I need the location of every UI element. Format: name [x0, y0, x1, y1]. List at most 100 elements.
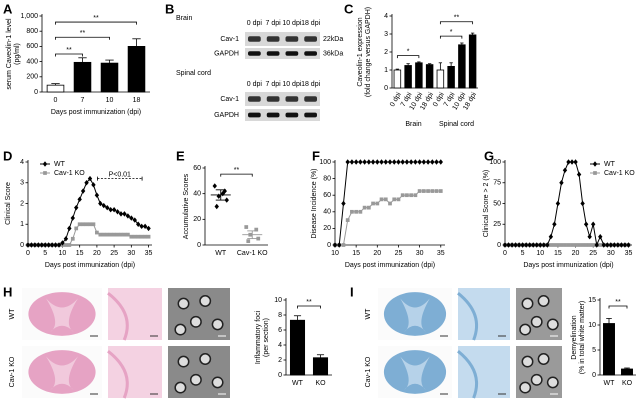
data-point [626, 242, 631, 248]
x-tick-label: WT [604, 380, 616, 387]
blot-row-label: GAPDH [214, 112, 239, 119]
blot-band [266, 51, 280, 56]
lane-label: 7 dpi [266, 81, 282, 88]
y-tick-label: 3 [20, 180, 24, 187]
data-point [541, 242, 547, 248]
significance-bracket [439, 35, 463, 39]
data-point [246, 239, 251, 244]
y-tick-label: 2 [20, 200, 24, 207]
data-point [49, 242, 55, 248]
data-point [366, 205, 371, 210]
lane-label: 0 dpi [247, 20, 263, 27]
data-point [383, 197, 388, 202]
data-point [594, 242, 599, 248]
x-tick-label: 0 [503, 250, 507, 257]
data-point [244, 225, 249, 229]
data-point [392, 159, 397, 165]
data-point [81, 222, 85, 227]
panel-letter: H [3, 284, 12, 299]
group-label: Spinal cord [439, 121, 474, 128]
significance-bracket [297, 305, 321, 309]
data-point [417, 159, 422, 165]
data-point [358, 159, 363, 165]
data-point [224, 197, 229, 203]
y-tick-label: 4 [20, 159, 24, 166]
bar [621, 368, 633, 376]
data-point [506, 242, 511, 248]
blot-band [304, 36, 317, 42]
y-axis-label: Inflammatory foci [255, 310, 262, 364]
series-line [335, 190, 441, 246]
axon [521, 297, 534, 310]
data-point [413, 159, 418, 165]
data-point [502, 242, 508, 248]
data-point [353, 159, 359, 165]
data-point [254, 227, 259, 232]
x-tick-label: 0 [26, 250, 30, 257]
panel-letter: C [344, 1, 354, 16]
y-axis-label: (% in total white matter) [579, 301, 586, 375]
data-point [129, 234, 134, 239]
significance-bracket [608, 305, 628, 309]
data-point [587, 234, 592, 240]
data-point [590, 221, 596, 227]
x-tick-label: 25 [110, 250, 118, 257]
y-tick-label: 800 [26, 28, 38, 35]
row-label: WT [9, 308, 16, 320]
axon [211, 318, 224, 331]
bar [73, 61, 92, 93]
bar [312, 357, 329, 376]
panel-letter: I [350, 284, 354, 299]
y-axis-label: Accumulative Scores [183, 173, 190, 239]
data-point [220, 190, 225, 197]
data-point [36, 242, 41, 248]
legend-marker [593, 171, 597, 175]
bar [289, 319, 306, 376]
data-point [566, 159, 571, 165]
x-tick-label: 10 [106, 97, 114, 104]
bar [447, 66, 455, 89]
data-point [98, 200, 103, 207]
y-tick-label: 10 [274, 297, 282, 304]
axon [177, 297, 190, 310]
x-tick-label: 30 [416, 250, 424, 257]
y-tick-label: 60 [323, 192, 331, 199]
data-point [105, 204, 110, 211]
data-point [349, 159, 355, 165]
data-point [426, 189, 430, 193]
data-point [70, 215, 75, 221]
blot-background [245, 92, 320, 106]
x-tick-label: 10 [331, 250, 339, 257]
data-point [580, 243, 585, 247]
data-point [146, 225, 151, 232]
y-axis-label: (pg/ml) [14, 43, 21, 65]
axon [519, 381, 532, 394]
axon [177, 355, 190, 368]
data-point [383, 159, 388, 165]
data-point [94, 192, 100, 198]
data-point [143, 234, 147, 239]
data-point [375, 201, 380, 206]
axon [199, 295, 212, 307]
legend-marker [42, 161, 48, 167]
data-point [53, 242, 58, 248]
data-point [622, 242, 628, 248]
x-tick-label: 35 [145, 250, 153, 257]
axon [521, 355, 534, 368]
y-tick-label: 400 [26, 58, 38, 65]
axon [530, 373, 543, 386]
data-point [417, 189, 422, 193]
data-point [118, 211, 124, 217]
data-point [379, 197, 384, 202]
data-point [520, 242, 525, 248]
data-point [409, 193, 414, 198]
y-axis-label: Clinical Score > 2 (%) [483, 170, 490, 238]
y-tick-label: 1 [384, 67, 388, 74]
y-axis-label: Clinical Score [5, 182, 12, 225]
y-tick-label: 0 [20, 242, 24, 249]
y-tick-label: 1 [20, 221, 24, 228]
data-point [559, 243, 564, 247]
data-point [115, 232, 120, 237]
y-tick-label: 0 [34, 89, 38, 96]
data-point [136, 234, 141, 239]
